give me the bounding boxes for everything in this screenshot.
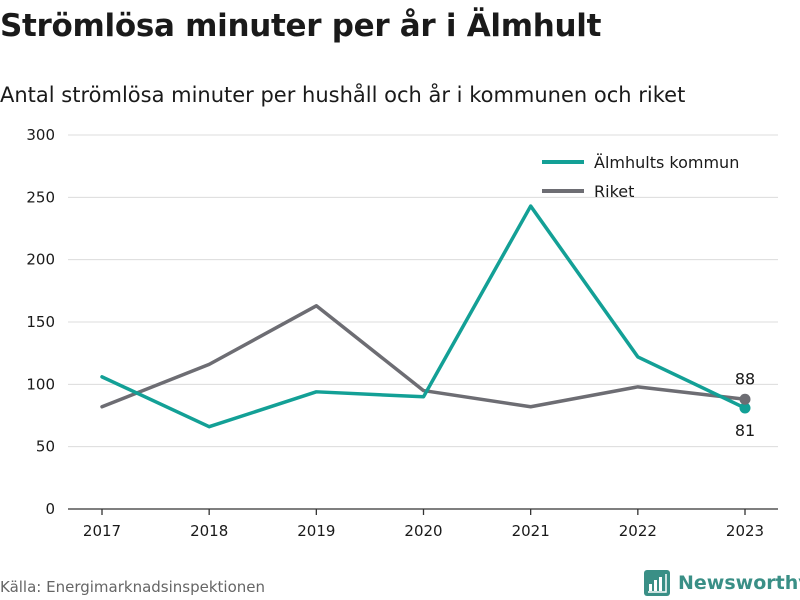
source-note: Källa: Energimarknadsinspektionen (0, 578, 266, 596)
legend-label: Älmhults kommun (594, 153, 739, 172)
x-tick-label: 2018 (190, 522, 228, 540)
x-tick-label: 2021 (512, 522, 550, 540)
series-line-almhult (100, 204, 747, 429)
series-line-riket (100, 304, 747, 409)
x-tick-label: 2019 (297, 522, 335, 540)
end-marker (739, 393, 751, 405)
chart-title: Strömlösa minuter per år i Älmhult (0, 8, 602, 44)
line-chart: 0 50 100 150 200 250 300 2017 2018 2019 2020 2021 20… (26, 126, 778, 540)
y-tick-label: 300 (26, 126, 55, 144)
y-tick-label: 50 (36, 438, 55, 456)
x-tick-label: 2023 (726, 522, 764, 540)
brand: Newsworthy (644, 570, 800, 596)
x-tick-label: 2020 (404, 522, 442, 540)
y-tick-label: 200 (26, 251, 55, 269)
end-value-label: 88 (735, 369, 755, 388)
end-marker (739, 402, 751, 414)
y-tick-label: 150 (26, 313, 55, 331)
x-tick-label: 2022 (619, 522, 657, 540)
brand-name: Newsworthy (678, 572, 800, 594)
y-tick-label: 100 (26, 375, 55, 393)
y-tick-label: 0 (45, 500, 55, 518)
x-tick-label: 2017 (83, 522, 121, 540)
y-tick-label: 250 (26, 188, 55, 206)
end-value-label: 81 (735, 421, 755, 440)
chart-subtitle: Antal strömlösa minuter per hushåll och … (0, 83, 686, 107)
newsworthy-logo-icon (644, 570, 670, 596)
legend-label: Riket (594, 182, 634, 201)
